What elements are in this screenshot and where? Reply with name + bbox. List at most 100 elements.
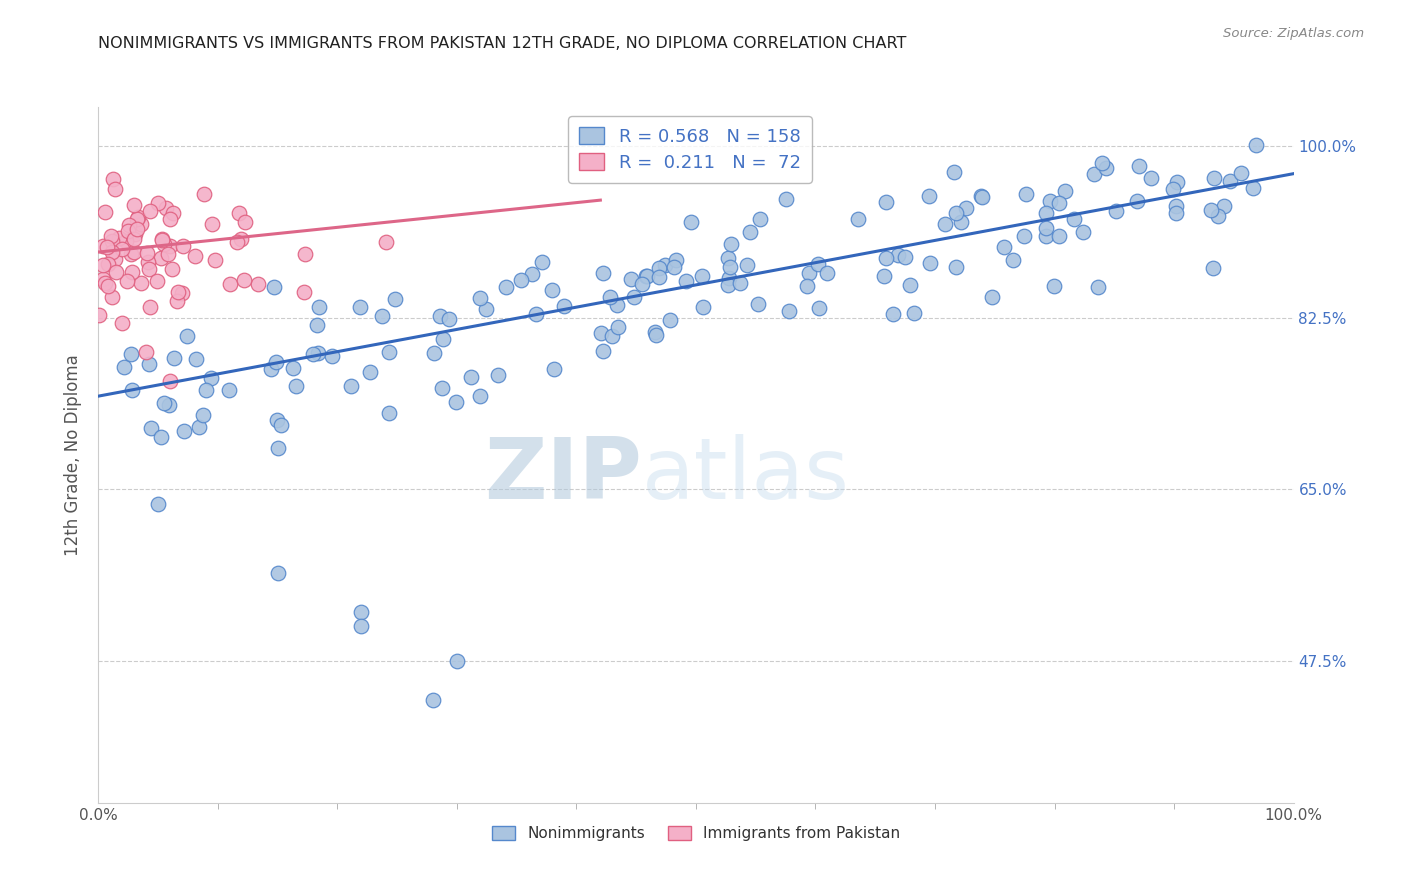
Point bbox=[184, 352, 207, 367]
Point bbox=[152, 232, 174, 246]
Point bbox=[218, 383, 240, 397]
Point bbox=[553, 299, 575, 313]
Point bbox=[138, 357, 160, 371]
Point bbox=[446, 395, 468, 409]
Point bbox=[718, 260, 741, 275]
Point bbox=[139, 204, 162, 219]
Point bbox=[94, 277, 117, 291]
Point bbox=[384, 292, 406, 306]
Point bbox=[226, 235, 249, 250]
Point bbox=[1241, 181, 1264, 195]
Point bbox=[1083, 167, 1105, 181]
Point bbox=[728, 276, 751, 290]
Point bbox=[599, 290, 621, 304]
Point bbox=[349, 300, 371, 314]
Point bbox=[1166, 206, 1188, 220]
Point bbox=[509, 273, 531, 287]
Point bbox=[150, 251, 173, 265]
Point bbox=[129, 217, 152, 231]
Point bbox=[903, 306, 925, 320]
Point bbox=[460, 370, 482, 384]
Point bbox=[101, 172, 124, 186]
Point bbox=[470, 291, 492, 305]
Point bbox=[281, 361, 304, 376]
Point bbox=[104, 252, 127, 267]
Point bbox=[115, 275, 138, 289]
Point bbox=[127, 211, 149, 225]
Point bbox=[645, 327, 668, 342]
Point bbox=[152, 396, 174, 410]
Point bbox=[159, 398, 181, 412]
Point bbox=[437, 312, 460, 326]
Point bbox=[422, 693, 444, 707]
Point bbox=[97, 257, 120, 271]
Point bbox=[120, 347, 142, 361]
Point bbox=[270, 417, 292, 432]
Point bbox=[136, 255, 159, 269]
Point bbox=[636, 269, 658, 284]
Point bbox=[432, 332, 454, 346]
Point bbox=[882, 307, 904, 321]
Point bbox=[747, 297, 769, 311]
Point bbox=[374, 235, 396, 249]
Point bbox=[294, 247, 316, 261]
Point bbox=[378, 406, 401, 420]
Point bbox=[665, 253, 688, 268]
Point bbox=[378, 345, 401, 359]
Point bbox=[187, 420, 209, 434]
Point bbox=[127, 212, 149, 227]
Point bbox=[775, 192, 797, 206]
Point bbox=[1035, 229, 1057, 244]
Point bbox=[191, 409, 214, 423]
Text: Source: ZipAtlas.com: Source: ZipAtlas.com bbox=[1223, 27, 1364, 40]
Point bbox=[738, 225, 761, 239]
Point bbox=[807, 257, 830, 271]
Point bbox=[796, 279, 818, 293]
Point bbox=[942, 165, 965, 179]
Point bbox=[233, 215, 256, 229]
Point bbox=[146, 195, 169, 210]
Point bbox=[1202, 260, 1225, 275]
Point bbox=[228, 206, 250, 220]
Point bbox=[1166, 174, 1188, 188]
Point bbox=[284, 379, 307, 393]
Point bbox=[173, 424, 195, 438]
Point bbox=[654, 258, 676, 272]
Point bbox=[475, 301, 498, 316]
Point bbox=[893, 250, 915, 264]
Point bbox=[138, 262, 160, 277]
Point bbox=[543, 362, 565, 376]
Point bbox=[148, 497, 170, 511]
Point bbox=[1014, 228, 1036, 243]
Point bbox=[246, 277, 269, 291]
Point bbox=[264, 355, 287, 369]
Point bbox=[1128, 159, 1150, 173]
Point bbox=[681, 215, 703, 229]
Point bbox=[1212, 199, 1234, 213]
Point bbox=[292, 285, 315, 300]
Point bbox=[146, 274, 169, 288]
Point bbox=[1071, 226, 1094, 240]
Point bbox=[1140, 171, 1163, 186]
Point bbox=[117, 224, 139, 238]
Point bbox=[675, 274, 697, 288]
Point bbox=[89, 309, 111, 323]
Point bbox=[1015, 187, 1038, 202]
Point bbox=[136, 245, 159, 260]
Point bbox=[591, 326, 613, 340]
Point bbox=[495, 279, 517, 293]
Point bbox=[219, 277, 242, 292]
Point bbox=[96, 240, 118, 254]
Point bbox=[720, 236, 742, 251]
Point bbox=[340, 379, 363, 393]
Point bbox=[232, 273, 254, 287]
Point bbox=[172, 286, 194, 301]
Point bbox=[1161, 182, 1184, 196]
Point bbox=[981, 289, 1004, 303]
Point bbox=[1053, 184, 1076, 198]
Point bbox=[692, 300, 714, 314]
Point bbox=[1244, 137, 1267, 152]
Point bbox=[141, 421, 163, 435]
Point bbox=[163, 351, 186, 366]
Point bbox=[1063, 212, 1085, 227]
